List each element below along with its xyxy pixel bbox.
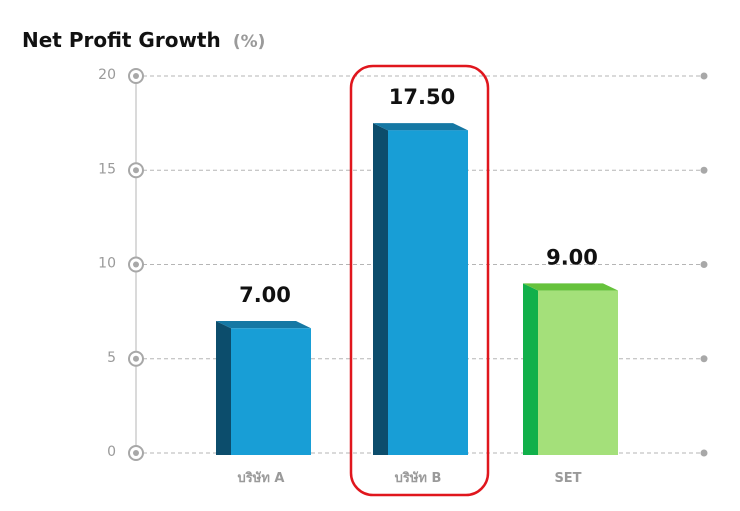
chart-title: Net Profit Growth: [22, 28, 221, 52]
gridline-end-dot: [700, 355, 708, 363]
y-tick-label: 10: [98, 256, 116, 272]
category-label: SET: [554, 471, 581, 486]
y-tick-marker-core: [133, 450, 139, 456]
chart-title-unit: (%): [233, 32, 266, 52]
y-tick-marker-core: [133, 167, 139, 174]
bar-top-face: [373, 123, 468, 131]
y-tick-label: 20: [98, 67, 116, 83]
highlight-box: [349, 64, 490, 497]
bar-front-face: [538, 290, 618, 455]
bar-1: [373, 123, 468, 455]
category-label: บริษัท A: [238, 471, 285, 486]
bar-side-face: [373, 123, 388, 455]
bar-side-face: [216, 321, 231, 455]
y-tick-label: 15: [98, 161, 116, 177]
data-labels: 7.00 บริษัท A 17.50 บริษัท B 9.00 SET: [238, 85, 598, 486]
bar-top-face: [216, 321, 311, 329]
y-axis-ticks: 0 5 10 15 20: [98, 67, 144, 461]
y-tick-label: 0: [107, 444, 116, 460]
gridline-end-dot: [700, 261, 708, 268]
gridline-end-dot: [700, 449, 708, 457]
gridline-end-dot: [700, 72, 708, 80]
bar-value-label: 7.00: [239, 283, 291, 307]
bar-0: [216, 321, 311, 455]
y-tick-marker-core: [133, 261, 139, 268]
bar-value-label: 9.00: [546, 245, 598, 269]
y-tick-label: 5: [107, 350, 116, 366]
y-tick-marker-core: [133, 355, 139, 362]
bars: [216, 123, 618, 455]
y-tick-marker-core: [133, 73, 139, 79]
bar-front-face: [231, 328, 311, 455]
bar-top-face: [523, 283, 618, 291]
bar-2: [523, 283, 618, 455]
bar-front-face: [388, 130, 468, 455]
category-label: บริษัท B: [395, 471, 442, 486]
bar-side-face: [523, 283, 538, 455]
gridline-end-dot: [700, 166, 708, 174]
svg-text:Net Profit Growth (%): Net Profit Growth (%): [22, 28, 265, 52]
bar-value-label: 17.50: [389, 85, 455, 109]
